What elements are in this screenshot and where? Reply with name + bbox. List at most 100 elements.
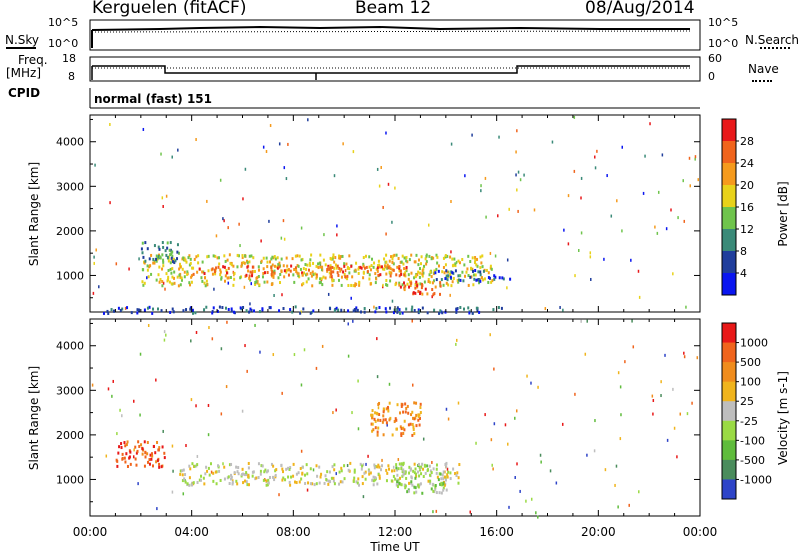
speckle-cell xyxy=(388,382,391,386)
data-cell xyxy=(289,483,292,487)
data-cell xyxy=(162,264,165,268)
data-cell xyxy=(332,270,335,274)
data-cell xyxy=(390,271,393,275)
speckle-cell xyxy=(685,305,687,309)
speckle-cell xyxy=(278,142,281,146)
data-cell xyxy=(317,262,320,266)
data-cell xyxy=(403,428,406,432)
data-cell xyxy=(206,469,209,473)
data-cell xyxy=(121,452,124,456)
data-cell xyxy=(292,462,295,466)
speckle-cell xyxy=(580,196,582,200)
data-cell xyxy=(338,266,341,270)
data-cell xyxy=(148,305,151,309)
speckle-cell xyxy=(596,149,598,153)
data-cell xyxy=(451,280,454,284)
data-cell xyxy=(248,274,251,278)
speckle-cell xyxy=(344,269,347,273)
data-cell xyxy=(421,306,424,310)
data-cell xyxy=(214,254,217,258)
data-cell xyxy=(347,283,350,287)
data-cell xyxy=(421,491,424,495)
data-cell xyxy=(481,254,484,258)
data-cell xyxy=(257,462,260,466)
data-cell xyxy=(459,305,462,309)
data-cell xyxy=(297,274,300,278)
data-cell xyxy=(154,451,157,455)
speckle-cell xyxy=(312,468,315,472)
data-cell xyxy=(130,311,133,315)
data-cell xyxy=(396,308,399,312)
data-cell xyxy=(417,263,420,267)
data-cell xyxy=(161,280,164,284)
data-cell xyxy=(171,275,174,279)
data-cell xyxy=(487,276,490,280)
data-cell xyxy=(330,257,333,261)
data-cell xyxy=(413,491,416,495)
data-cell xyxy=(176,257,179,261)
data-cell xyxy=(392,268,395,272)
data-cell xyxy=(370,264,373,268)
data-cell xyxy=(418,474,421,478)
speckle-cell xyxy=(523,173,525,177)
data-cell xyxy=(480,261,483,265)
colorbar-swatch xyxy=(722,459,736,480)
data-cell xyxy=(305,463,308,467)
data-cell xyxy=(189,257,192,261)
data-cell xyxy=(444,463,447,467)
data-cell xyxy=(339,256,342,260)
data-cell xyxy=(439,281,442,285)
data-cell xyxy=(239,306,242,310)
data-cell xyxy=(242,306,245,310)
speckle-cell xyxy=(432,510,434,514)
data-cell xyxy=(116,464,119,468)
speckle-cell xyxy=(380,165,382,169)
data-cell xyxy=(333,266,336,270)
data-cell xyxy=(229,276,232,280)
data-cell xyxy=(270,268,273,272)
data-cell xyxy=(481,265,484,269)
data-cell xyxy=(259,469,262,473)
data-cell xyxy=(424,287,427,291)
data-cell xyxy=(219,268,222,272)
data-cell xyxy=(416,470,419,474)
data-cell xyxy=(185,260,188,264)
data-cell xyxy=(286,264,289,268)
speckle-cell xyxy=(447,417,450,421)
data-cell xyxy=(377,463,380,467)
data-cell xyxy=(304,263,307,267)
data-cell xyxy=(160,309,163,313)
speckle-cell xyxy=(244,344,246,348)
nsearch-trace xyxy=(91,30,691,33)
data-cell xyxy=(321,265,324,269)
speckle-cell xyxy=(222,462,224,466)
speckle-cell xyxy=(137,482,139,486)
data-cell xyxy=(479,279,482,283)
data-cell xyxy=(479,273,482,277)
data-cell xyxy=(158,280,161,284)
data-cell xyxy=(396,473,399,477)
speckle-cell xyxy=(278,493,280,497)
data-cell xyxy=(266,483,269,487)
speckle-cell xyxy=(506,258,509,262)
data-cell xyxy=(389,306,392,310)
data-cell xyxy=(400,432,403,436)
data-cell xyxy=(391,257,394,261)
data-cell xyxy=(243,261,246,265)
data-cell xyxy=(418,413,421,417)
data-cell xyxy=(302,307,305,311)
data-cell xyxy=(395,253,398,257)
speckle-cell xyxy=(282,219,285,223)
data-cell xyxy=(417,418,420,422)
data-cell xyxy=(212,479,215,483)
speckle-cell xyxy=(551,140,554,144)
data-cell xyxy=(424,464,427,468)
data-cell xyxy=(420,286,423,290)
speckle-cell xyxy=(219,178,222,182)
data-cell xyxy=(425,262,428,266)
speckle-cell xyxy=(422,437,425,441)
data-cell xyxy=(307,277,310,281)
data-cell xyxy=(388,401,391,405)
data-cell xyxy=(265,470,268,474)
data-cell xyxy=(356,481,359,485)
